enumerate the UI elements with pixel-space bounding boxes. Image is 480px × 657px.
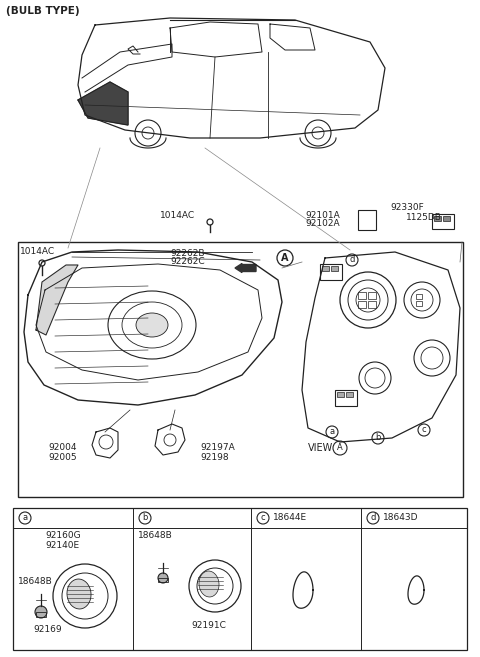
Text: 1014AC: 1014AC — [160, 210, 195, 219]
Bar — [358, 301, 366, 308]
Text: 92262B: 92262B — [170, 250, 204, 258]
Text: (BULB TYPE): (BULB TYPE) — [6, 6, 80, 16]
Text: A: A — [337, 443, 343, 453]
Bar — [337, 392, 344, 397]
Polygon shape — [36, 265, 78, 335]
Text: 92005: 92005 — [48, 453, 77, 461]
Bar — [416, 301, 422, 306]
Text: 92262C: 92262C — [170, 258, 204, 267]
Circle shape — [158, 573, 168, 583]
Text: b: b — [142, 514, 148, 522]
Text: 18644E: 18644E — [273, 514, 307, 522]
Bar — [368, 301, 376, 308]
FancyArrow shape — [235, 263, 256, 273]
Bar — [443, 216, 450, 221]
Text: b: b — [375, 434, 381, 443]
Text: 18648B: 18648B — [18, 576, 53, 585]
Text: 92198: 92198 — [200, 453, 228, 461]
Bar — [358, 210, 376, 230]
Text: 92140E: 92140E — [45, 541, 79, 549]
Bar — [158, 578, 168, 582]
Polygon shape — [78, 82, 128, 125]
Bar — [434, 216, 441, 221]
Text: 92330F: 92330F — [390, 204, 424, 212]
Text: A: A — [281, 253, 289, 263]
Bar — [320, 264, 342, 280]
Bar — [331, 266, 338, 271]
Text: 1125DB: 1125DB — [406, 214, 442, 223]
Text: 18648B: 18648B — [138, 532, 173, 541]
Text: 92197A: 92197A — [200, 443, 235, 453]
Text: 92004: 92004 — [48, 443, 76, 453]
Text: a: a — [23, 514, 27, 522]
Text: 92169: 92169 — [33, 625, 61, 635]
Bar — [358, 292, 366, 299]
Bar — [346, 392, 353, 397]
Bar — [36, 612, 46, 617]
Text: VIEW: VIEW — [308, 443, 333, 453]
Ellipse shape — [136, 313, 168, 337]
Bar — [18, 242, 463, 497]
Text: d: d — [349, 256, 355, 265]
Text: 92191C: 92191C — [191, 622, 226, 631]
Text: 1014AC: 1014AC — [20, 248, 55, 256]
Ellipse shape — [67, 579, 91, 609]
Circle shape — [35, 606, 47, 618]
Text: 92102A: 92102A — [305, 219, 340, 229]
Text: 92160G: 92160G — [45, 532, 81, 541]
Bar — [416, 294, 422, 299]
Text: c: c — [422, 426, 426, 434]
Bar — [322, 266, 329, 271]
Bar — [13, 508, 467, 650]
Bar — [368, 292, 376, 299]
Text: 92101A: 92101A — [305, 212, 340, 221]
Bar — [432, 214, 454, 229]
Text: d: d — [370, 514, 376, 522]
Text: c: c — [261, 514, 265, 522]
Ellipse shape — [199, 571, 219, 597]
Bar — [335, 390, 357, 406]
Text: 18643D: 18643D — [383, 514, 419, 522]
Text: a: a — [329, 428, 335, 436]
